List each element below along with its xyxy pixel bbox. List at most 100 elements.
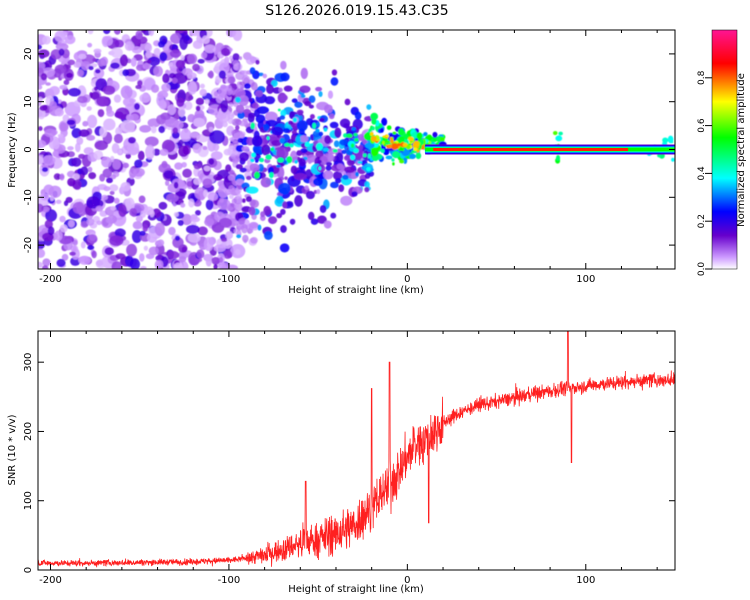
spectrogram-cell	[139, 125, 152, 133]
spectrogram-cell	[42, 35, 51, 45]
spectrogram-cell	[251, 135, 263, 147]
spectrogram-cell	[93, 150, 104, 160]
spectrogram-cell	[124, 41, 135, 52]
spectrogram-cell	[38, 110, 43, 118]
spectrogram-cell	[305, 118, 314, 126]
spectrogram-cell	[180, 128, 192, 142]
spectrogram-cell	[382, 140, 385, 145]
spectrogram-cell	[296, 120, 308, 132]
spectrogram-cell	[160, 112, 171, 120]
spectrogram-cell	[157, 239, 165, 247]
spectrogram-cell	[87, 30, 94, 35]
spectrogram-cell	[139, 230, 146, 236]
spectrogram-cell	[391, 158, 395, 162]
spectrogram-cell	[92, 58, 97, 62]
spectrogram-cell	[142, 62, 152, 70]
spectrogram-cell	[41, 167, 49, 173]
spectrogram-cell	[129, 113, 139, 121]
spectrogram-cell	[48, 185, 62, 198]
spectrogram-cell	[350, 154, 356, 161]
spectrogram-cell	[70, 256, 81, 266]
spectrogram-cell	[318, 166, 322, 171]
spectrogram-cell	[259, 157, 265, 163]
spectrogram-cell	[344, 98, 351, 106]
spectrogram-cell	[300, 94, 306, 99]
spectrogram-cell	[289, 143, 294, 148]
spectrogram-cell	[398, 128, 405, 136]
spectrogram-cell	[135, 215, 143, 222]
spectrogram-marks	[38, 30, 675, 269]
spectrogram-cell	[102, 36, 114, 46]
spectrogram-cell	[264, 96, 276, 105]
spectrogram-cell	[187, 232, 201, 243]
spectrogram-cell	[308, 95, 316, 103]
spectrogram-cell	[111, 261, 123, 269]
spectrogram-cell	[147, 214, 157, 221]
spectrogram-cell	[113, 133, 123, 144]
spectrogram-cell	[122, 69, 130, 77]
spectrogram-cell	[245, 55, 256, 65]
spectrogram-cell	[249, 67, 256, 75]
spectrogram-cell	[249, 163, 260, 172]
spectrogram-cell	[157, 40, 166, 48]
spectrogram-cell	[102, 85, 116, 95]
spectrogram-cell	[42, 265, 49, 269]
spectrogram-cell	[187, 72, 197, 80]
spectrogram-cell	[60, 122, 69, 132]
spectrogram-ytick-label: -10	[23, 189, 34, 205]
spectrogram-cell	[55, 43, 69, 51]
spectrogram-cell	[176, 97, 185, 108]
spectrogram-cell	[304, 185, 309, 190]
spectrogram-cell	[78, 53, 87, 60]
snr-y-label: SNR (10 * v/v)	[7, 414, 18, 485]
spectrogram-cell	[80, 221, 89, 228]
spectrogram-cell	[60, 31, 68, 37]
spectrogram-cell	[266, 136, 270, 140]
spectrogram-cell	[42, 155, 56, 166]
spectrogram-cell	[255, 59, 260, 65]
snr-x-label: Height of straight line (km)	[288, 584, 424, 595]
spectrogram-cell	[667, 135, 674, 144]
spectrogram-xtick-label: -100	[218, 274, 241, 285]
spectrogram-cell	[267, 166, 274, 174]
spectrogram-cell	[250, 81, 258, 91]
spectrogram-cell	[331, 69, 338, 76]
spectrogram-cell	[163, 170, 174, 179]
spectrogram-cell	[145, 51, 153, 59]
spectrogram-cell	[57, 133, 64, 138]
spectrogram-cell	[266, 83, 274, 94]
spectrogram-cell	[254, 90, 263, 98]
spectrogram-cell	[200, 83, 205, 89]
snr-xtick-label: -100	[218, 575, 241, 586]
spectrogram-cell	[662, 137, 669, 144]
spectrogram-cell	[358, 145, 364, 151]
spectrogram-cell	[327, 90, 334, 99]
spectrogram-ytick-label: 0	[23, 146, 34, 152]
spectrogram-cell	[380, 127, 384, 133]
spectrogram-cell	[76, 69, 84, 77]
spectrogram-cell	[45, 209, 58, 222]
spectrogram-cell	[219, 62, 230, 73]
spectrogram-cell	[179, 35, 188, 50]
spectrogram-cell	[225, 72, 234, 77]
spectrogram-cell	[144, 43, 153, 53]
spectrogram-cell	[145, 144, 155, 160]
spectrogram-cell	[428, 141, 431, 144]
spectrogram-cell	[202, 178, 213, 188]
spectrogram-cell	[186, 181, 193, 187]
spectrogram-cell	[218, 70, 226, 79]
snr-ytick-label: 200	[23, 422, 34, 441]
spectrogram-cell	[49, 101, 57, 111]
spectrogram-cell	[53, 68, 62, 78]
spectrogram-cell	[308, 104, 314, 109]
spectrogram-cell	[223, 250, 233, 259]
spectrogram-cell	[370, 112, 379, 121]
spectrogram-cell	[248, 98, 253, 103]
spectrogram-cell	[384, 140, 390, 144]
spectrogram-cell	[262, 73, 268, 79]
spectrogram-cell	[233, 132, 245, 140]
spectrogram-cell	[82, 120, 89, 127]
spectrogram-cell	[340, 195, 353, 206]
spectrogram-cell	[63, 79, 70, 86]
